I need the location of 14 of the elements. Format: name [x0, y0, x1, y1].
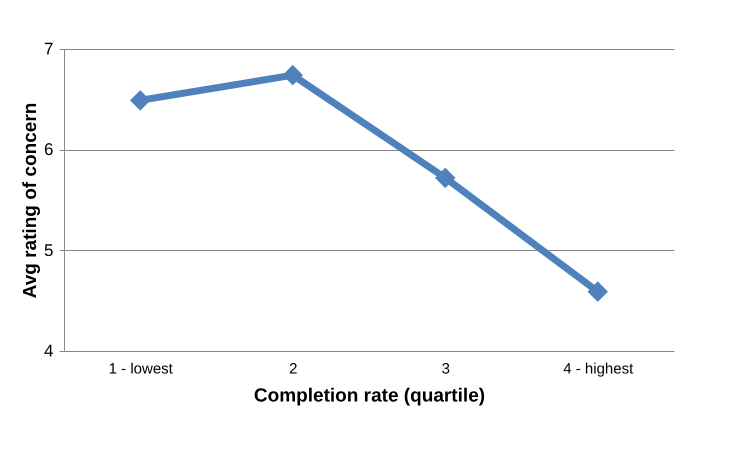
x-tick-label: 2 — [289, 360, 298, 378]
x-axis-title: Completion rate (quartile) — [254, 386, 486, 406]
point — [130, 90, 150, 111]
y-tick-label: 4 — [44, 342, 54, 360]
point — [282, 64, 303, 86]
y-tick-label: 7 — [44, 40, 54, 58]
x-tick-label: 1 - lowest — [108, 360, 174, 378]
y-tick-label: 5 — [44, 240, 54, 260]
y-axis-title: Avg rating of concern — [20, 102, 42, 298]
y-tick-label: 6 — [44, 140, 54, 160]
x-tick-label: 4 - highest — [563, 360, 634, 378]
x-tick-label: 3 — [442, 360, 450, 378]
point — [588, 281, 608, 302]
point — [435, 168, 456, 188]
